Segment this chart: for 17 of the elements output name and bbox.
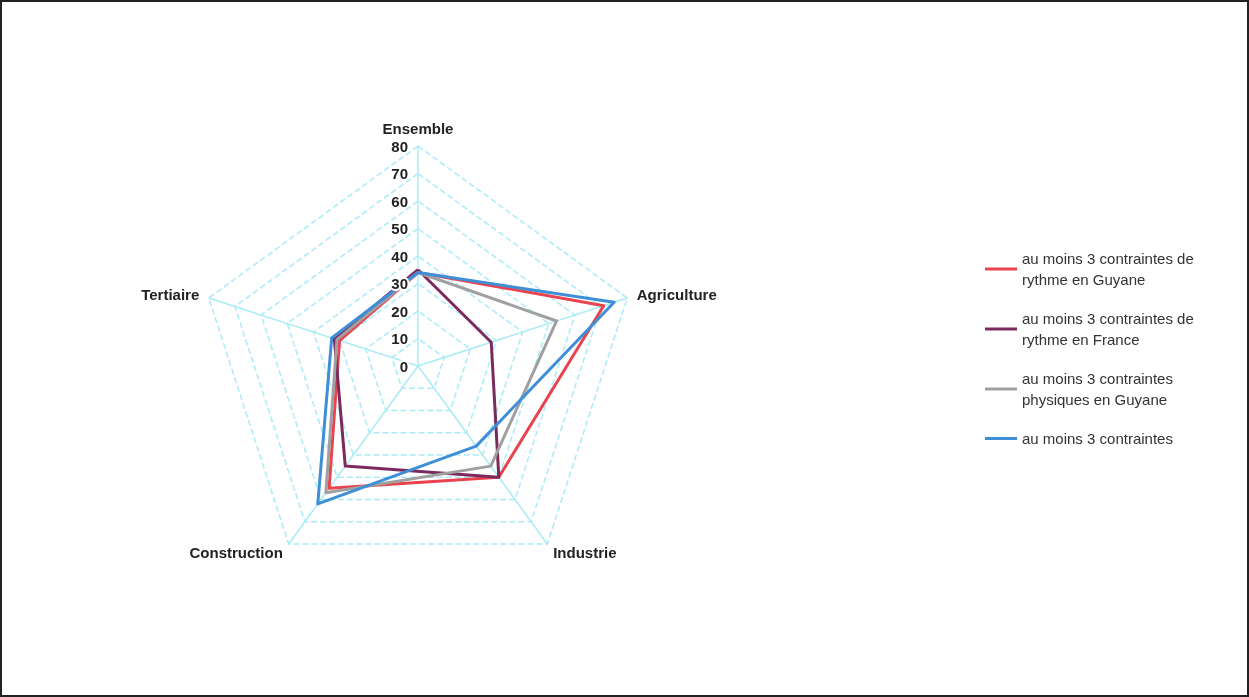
spoke-label: Industrie — [553, 543, 617, 561]
spoke-label: Agriculture — [636, 286, 717, 304]
spoke-label: Construction — [189, 543, 283, 561]
legend-label: au moins 3 contraintes de rythme en Guyane — [1022, 250, 1198, 288]
y-tick-label: 80 — [391, 137, 408, 155]
y-tick-label: 0 — [399, 357, 408, 375]
y-tick-label: 60 — [391, 192, 408, 210]
y-tick-label: 10 — [391, 330, 408, 347]
y-tick-label: 50 — [391, 220, 408, 237]
y-tick-label: 40 — [391, 247, 408, 265]
spoke-label: Tertiaire — [141, 286, 200, 304]
legend-label: au moins 3 contraintes — [1022, 430, 1173, 447]
legend-label: au moins 3 contraintes physiques en Guyane — [1022, 370, 1178, 408]
spoke-label: Ensemble — [382, 120, 454, 137]
legend-label: au moins 3 contraintes de rythme en France — [1022, 310, 1198, 348]
y-tick-label: 20 — [391, 302, 408, 320]
y-tick-label: 70 — [391, 165, 408, 182]
